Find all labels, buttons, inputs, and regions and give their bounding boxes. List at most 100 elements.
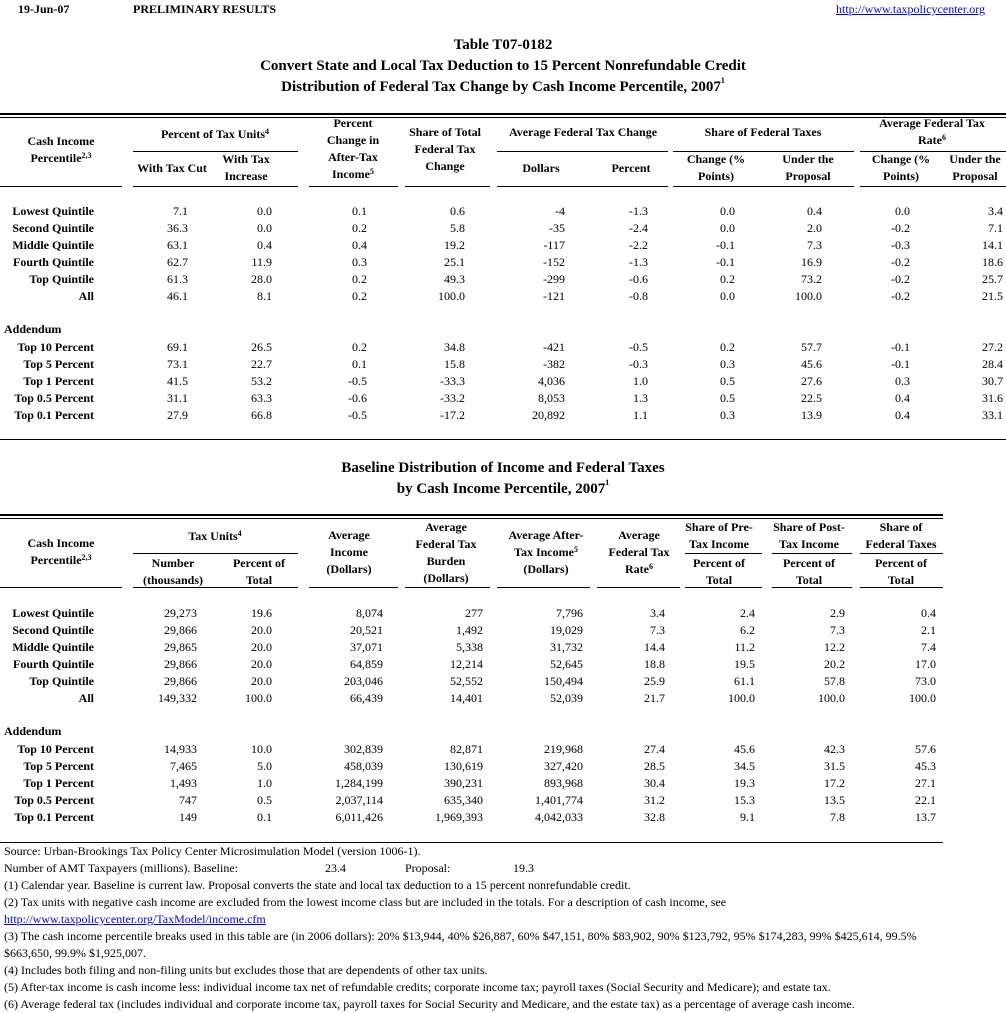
cell-value: 45.3 <box>915 759 936 773</box>
cell-value: 150,494 <box>544 674 583 688</box>
cell-value: 1.0 <box>633 374 648 388</box>
cell-value: 52,552 <box>450 674 483 688</box>
header-text: Tax Income <box>689 537 749 551</box>
column-header: Cash Income Percentile2,3 <box>27 133 94 167</box>
column-header: Share of Pre- Tax Income <box>685 519 753 553</box>
cell-value: 45.6 <box>801 357 822 371</box>
cell-value: 73.0 <box>915 674 936 688</box>
column-header: Share of Federal Taxes <box>705 124 822 141</box>
cell-value: 29,866 <box>164 674 197 688</box>
header-text: Share of Post- <box>773 520 845 534</box>
cell-value: -1.3 <box>629 204 648 218</box>
cell-value: 52,039 <box>550 691 583 705</box>
cell-value: -0.6 <box>348 391 367 405</box>
tpc-link[interactable]: http://www.taxpolicycenter.org <box>836 2 985 16</box>
cell-value: 747 <box>179 793 197 807</box>
cell-value: 49.3 <box>444 272 465 286</box>
column-header: Under the Proposal <box>782 151 833 185</box>
cell-value: 13.7 <box>915 810 936 824</box>
cell-value: 7.8 <box>830 810 845 824</box>
subtitle-text: by Cash Income Percentile, 2007 <box>396 481 606 497</box>
header-text: Cash Income <box>27 536 95 550</box>
cell-value: 14.4 <box>644 640 665 654</box>
header-text: Total <box>705 573 733 587</box>
cell-value: 13.9 <box>801 408 822 422</box>
cell-value: 7,796 <box>556 606 583 620</box>
cell-value: 30.7 <box>982 374 1003 388</box>
header-text: Change in <box>326 133 380 147</box>
cell-value: 20,521 <box>350 623 383 637</box>
cell-value: 1,401,774 <box>535 793 583 807</box>
header-rule <box>405 186 490 187</box>
cell-value: 7.1 <box>988 221 1003 235</box>
cell-value: 28.0 <box>251 272 272 286</box>
cell-value: 0.0 <box>720 221 735 235</box>
row-label: Top 0.5 Percent <box>14 793 94 807</box>
cell-value: 25.7 <box>982 272 1003 286</box>
footnote-6: (6) Average federal tax (includes indivi… <box>4 997 855 1011</box>
cell-value: 4,042,033 <box>535 810 583 824</box>
cell-value: -2.2 <box>629 238 648 252</box>
header-rule <box>497 186 668 187</box>
cell-value: 27.4 <box>644 742 665 756</box>
footnote-3: (3) The cash income percentile breaks us… <box>4 929 917 943</box>
cell-value: -0.6 <box>629 272 648 286</box>
header-text: Tax Income <box>514 545 574 559</box>
cell-value: 458,039 <box>344 759 383 773</box>
header-text: Rate <box>624 562 649 576</box>
column-header: Dollars <box>522 160 559 177</box>
cell-value: 16.9 <box>801 255 822 269</box>
cell-value: 66.8 <box>251 408 272 422</box>
cell-value: -0.8 <box>629 289 648 303</box>
column-header: Average Federal Tax Rate6 <box>608 527 669 578</box>
header-text: (thousands) <box>142 573 204 587</box>
cell-value: 11.2 <box>734 640 755 654</box>
table-title: Convert State and Local Tax Deduction to… <box>260 58 746 74</box>
cell-value: 19.6 <box>251 606 272 620</box>
cell-value: 8,053 <box>538 391 565 405</box>
cell-value: 0.6 <box>450 204 465 218</box>
row-label: Lowest Quintile <box>12 606 94 620</box>
cell-value: 28.4 <box>982 357 1003 371</box>
cell-value: 0.0 <box>895 204 910 218</box>
cell-value: 57.6 <box>915 742 936 756</box>
double-rule <box>0 113 1006 115</box>
column-header: Percent <box>611 160 650 177</box>
header-rule <box>597 587 680 588</box>
cell-value: 3.4 <box>650 606 665 620</box>
cell-value: 0.1 <box>352 357 367 371</box>
header-text: Change <box>425 159 465 173</box>
cell-value: 34.8 <box>444 340 465 354</box>
cell-value: -117 <box>543 238 565 252</box>
row-label: Top 1 Percent <box>23 776 94 790</box>
column-header: Average Federal Tax Burden (Dollars) <box>415 519 476 587</box>
header-text: Percent of <box>874 556 928 570</box>
cell-value: 31,732 <box>550 640 583 654</box>
cell-value: 63.3 <box>251 391 272 405</box>
cell-value: 14.1 <box>982 238 1003 252</box>
header-text: Average <box>425 520 467 534</box>
cell-value: 149 <box>179 810 197 824</box>
cell-value: 0.4 <box>895 408 910 422</box>
cell-value: -0.5 <box>348 374 367 388</box>
cell-value: 1.0 <box>257 776 272 790</box>
income-definition-link[interactable]: http://www.taxpolicycenter.org/TaxModel/… <box>4 912 266 926</box>
cell-value: 52,645 <box>550 657 583 671</box>
footnote-2: (2) Tax units with negative cash income … <box>4 895 727 909</box>
cell-value: 893,968 <box>544 776 583 790</box>
cell-value: 0.0 <box>257 204 272 218</box>
cell-value: 82,871 <box>450 742 483 756</box>
cell-value: 20.2 <box>824 657 845 671</box>
cell-value: 9.1 <box>740 810 755 824</box>
row-label: All <box>78 289 94 303</box>
cell-value: 20.0 <box>251 640 272 654</box>
row-label: Top Quintile <box>29 674 94 688</box>
footnote-ref: 1 <box>605 478 610 487</box>
header-text: (Dollars) <box>523 562 569 576</box>
header-rule <box>309 587 398 588</box>
cell-value: 21.7 <box>644 691 665 705</box>
footnote-ref: 5 <box>369 167 374 176</box>
group-rule <box>133 553 298 554</box>
cell-value: 100.0 <box>728 691 755 705</box>
header-text: After-Tax <box>328 150 378 164</box>
